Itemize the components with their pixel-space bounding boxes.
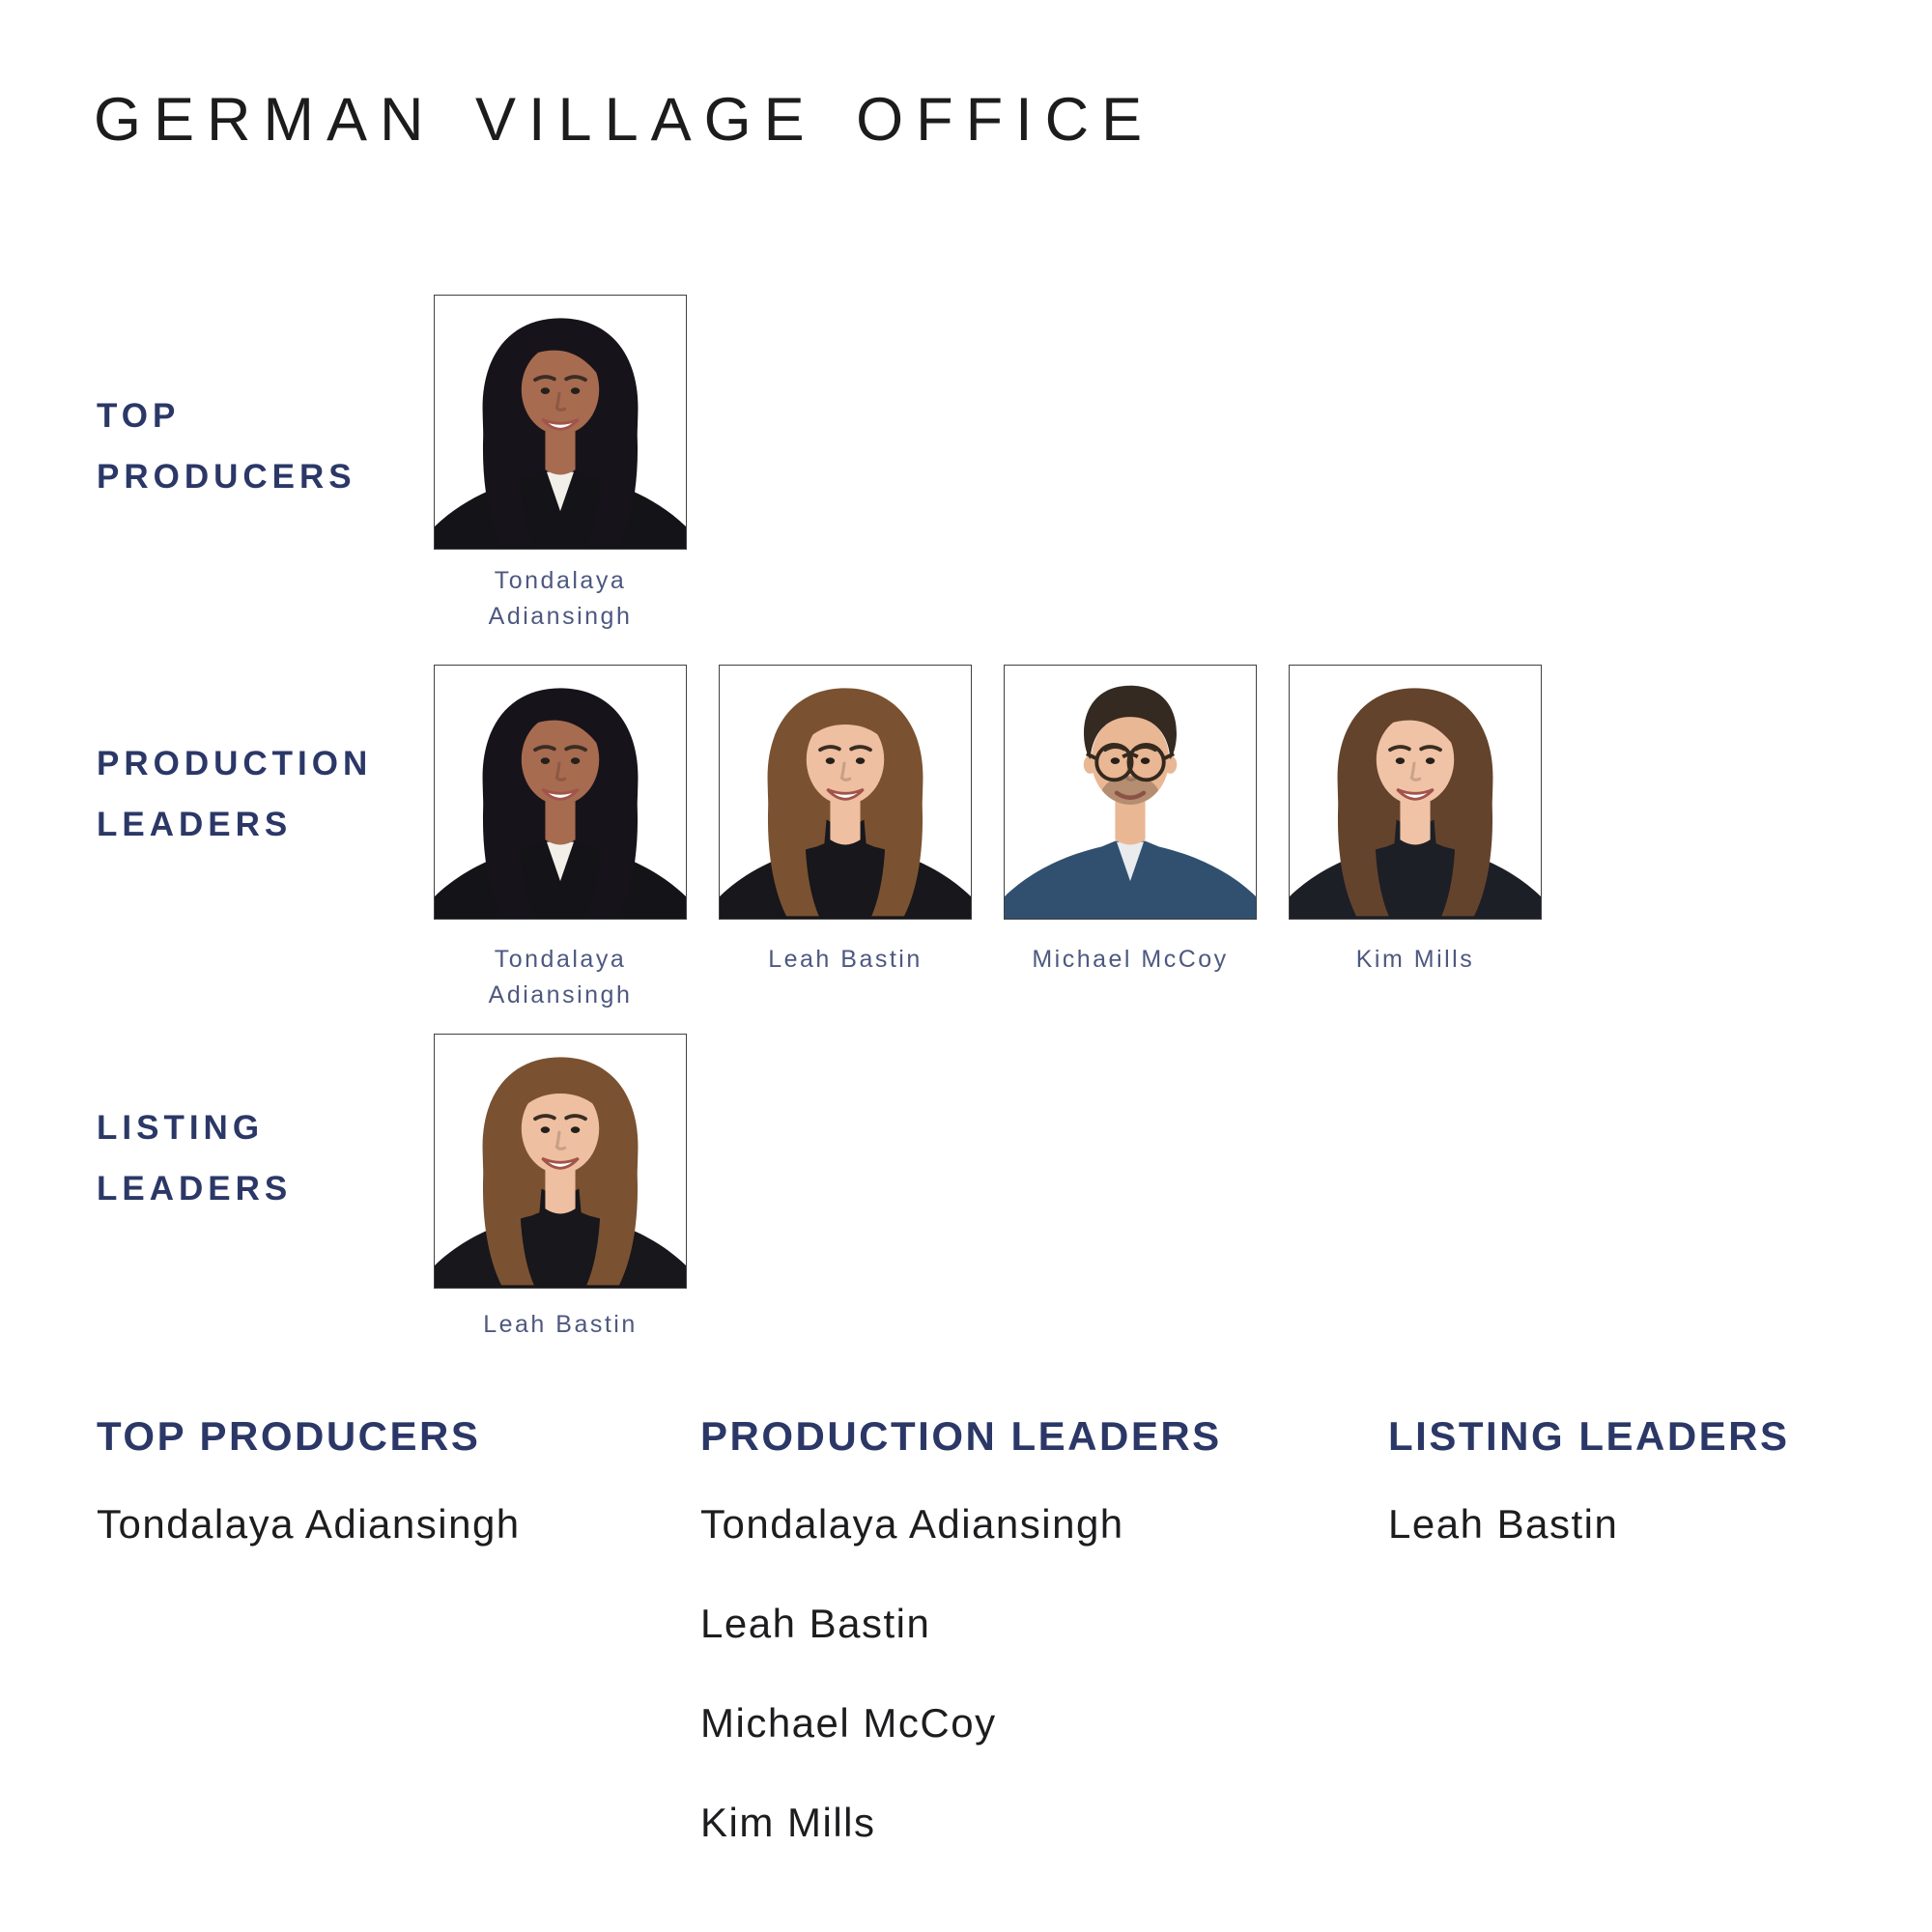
photo-caption: Leah Bastin <box>434 1307 687 1343</box>
caption-line: Michael McCoy <box>1032 946 1229 973</box>
section-label-line: TOP <box>97 397 181 435</box>
headshot-michael-mccoy <box>1004 665 1257 920</box>
section-label-top-producers: TOP PRODUCERS <box>97 385 356 507</box>
caption-line: Leah Bastin <box>483 1311 638 1338</box>
summary-name: Tondalaya Adiansingh <box>97 1501 521 1547</box>
summary-name: Leah Bastin <box>1388 1501 1619 1547</box>
summary-name: Leah Bastin <box>700 1601 931 1646</box>
summary-name: Kim Mills <box>700 1800 876 1845</box>
summary-heading-production-leaders: PRODUCTION LEADERS <box>700 1413 1222 1459</box>
summary-name: Tondalaya Adiansingh <box>700 1501 1124 1547</box>
section-label-line: LEADERS <box>97 1170 293 1208</box>
headshot-tondalaya-adiansingh <box>434 665 687 920</box>
summary-heading-top-producers: TOP PRODUCERS <box>97 1413 481 1459</box>
photo-caption: Michael McCoy <box>1004 942 1257 978</box>
section-label-line: LISTING <box>97 1109 265 1147</box>
caption-line: Adiansingh <box>488 981 633 1009</box>
caption-line: Adiansingh <box>488 603 633 630</box>
page-title: GERMAN VILLAGE OFFICE <box>94 86 1155 154</box>
headshot-leah-bastin <box>434 1034 687 1289</box>
section-label-line: PRODUCERS <box>97 458 356 496</box>
photo-caption: Kim Mills <box>1289 942 1542 978</box>
headshot-kim-mills <box>1289 665 1542 920</box>
caption-line: Kim Mills <box>1355 946 1475 973</box>
summary-heading-listing-leaders: LISTING LEADERS <box>1388 1413 1790 1459</box>
headshot-leah-bastin <box>719 665 972 920</box>
summary-name: Michael McCoy <box>700 1700 997 1746</box>
photo-caption: Leah Bastin <box>719 942 972 978</box>
section-label-line: PRODUCTION <box>97 745 373 782</box>
section-label-production-leaders: PRODUCTION LEADERS <box>97 733 372 855</box>
caption-line: Leah Bastin <box>768 946 923 973</box>
section-label-listing-leaders: LISTING LEADERS <box>97 1097 292 1219</box>
photo-caption: Tondalaya Adiansingh <box>434 942 687 1013</box>
headshot-tondalaya-adiansingh <box>434 295 687 550</box>
caption-line: Tondalaya <box>494 946 627 973</box>
section-label-line: LEADERS <box>97 806 293 843</box>
caption-line: Tondalaya <box>494 567 627 594</box>
photo-caption: Tondalaya Adiansingh <box>434 563 687 635</box>
